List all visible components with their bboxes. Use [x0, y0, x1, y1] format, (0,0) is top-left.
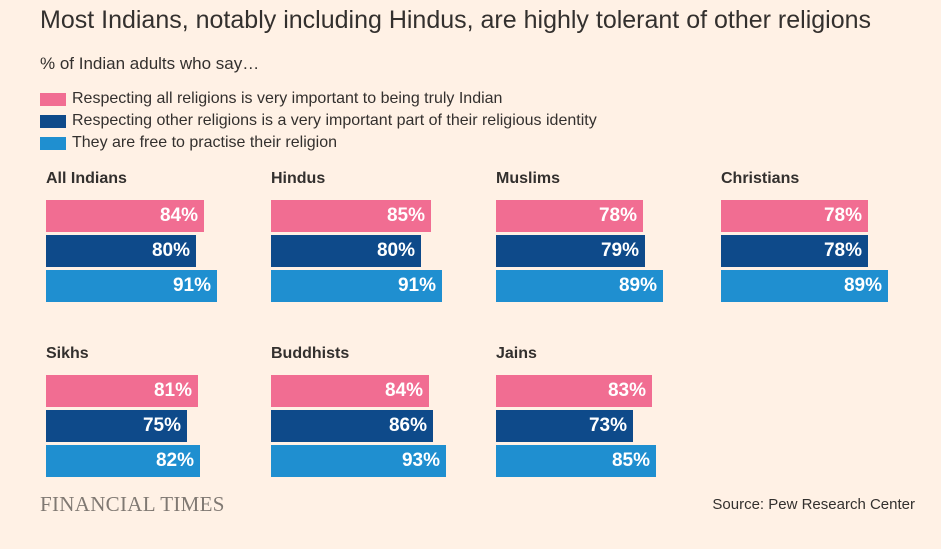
panel-jains: Jains 83% 73% 85%: [490, 345, 700, 480]
bar-sikhs-series-2: 75%: [46, 410, 187, 442]
panel-christians: Christians 78% 78% 89%: [715, 170, 925, 305]
bar-muslims-series-3: 89%: [496, 270, 663, 302]
bar-value-label: 81%: [153, 380, 192, 401]
bar-all-indians-series-1: 84%: [46, 200, 204, 232]
bar-hindus-series-2: 80%: [271, 235, 421, 267]
legend-label-respect-all: Respecting all religions is very importa…: [72, 90, 503, 107]
bar-value-label: 78%: [823, 205, 862, 226]
bar-value-label: 80%: [151, 240, 190, 261]
bar-sikhs-series-1: 81%: [46, 375, 198, 407]
bar-value-label: 85%: [386, 205, 425, 226]
bar-value-label: 89%: [843, 275, 882, 296]
bar-value-label: 80%: [376, 240, 415, 261]
legend-item-respect-other: Respecting other religions is a very imp…: [40, 110, 597, 132]
bar-muslims-series-1: 78%: [496, 200, 643, 232]
bar-value-label: 91%: [172, 275, 211, 296]
bar-jains-series-1: 83%: [496, 375, 652, 407]
legend-swatch-respect-all: [40, 92, 66, 106]
bar-sikhs-series-3: 82%: [46, 445, 200, 477]
bar-value-label: 85%: [611, 450, 650, 471]
panel-title-christians: Christians: [721, 170, 800, 187]
legend-item-free-to-practise: They are free to practise their religion: [40, 132, 597, 154]
bar-all-indians-series-3: 91%: [46, 270, 217, 302]
bar-christians-series-2: 78%: [721, 235, 868, 267]
legend-label-free-to-practise: They are free to practise their religion: [72, 134, 338, 151]
bar-value-label: 75%: [142, 415, 181, 436]
panel-muslims: Muslims 78% 79% 89%: [490, 170, 700, 305]
bar-value-label: 83%: [607, 380, 646, 401]
bar-value-label: 84%: [384, 380, 423, 401]
panel-title-muslims: Muslims: [496, 170, 561, 187]
bar-hindus-series-3: 91%: [271, 270, 442, 302]
bar-value-label: 84%: [159, 205, 198, 226]
bar-christians-series-3: 89%: [721, 270, 888, 302]
bar-value-label: 93%: [401, 450, 440, 471]
legend: Respecting all religions is very importa…: [40, 88, 597, 154]
panel-title-buddhists: Buddhists: [271, 345, 350, 362]
bar-muslims-series-2: 79%: [496, 235, 645, 267]
panel-title-sikhs: Sikhs: [46, 345, 89, 362]
bar-hindus-series-1: 85%: [271, 200, 431, 232]
bar-jains-series-3: 85%: [496, 445, 656, 477]
bar-value-label: 89%: [618, 275, 657, 296]
bar-christians-series-1: 78%: [721, 200, 868, 232]
bar-value-label: 78%: [823, 240, 862, 261]
panel-title-hindus: Hindus: [271, 170, 326, 187]
legend-swatch-respect-other: [40, 114, 66, 128]
bar-buddhists-series-2: 86%: [271, 410, 433, 442]
legend-item-respect-all: Respecting all religions is very importa…: [40, 88, 597, 110]
source-note: Source: Pew Research Center: [712, 496, 915, 513]
chart-title: Most Indians, notably including Hindus, …: [40, 6, 872, 34]
panel-title-jains: Jains: [496, 345, 537, 362]
panel-buddhists: Buddhists 84% 86% 93%: [265, 345, 475, 480]
panel-sikhs: Sikhs 81% 75% 82%: [40, 345, 250, 480]
bar-value-label: 79%: [600, 240, 639, 261]
panel-all-indians: All Indians 84% 80% 91%: [40, 170, 250, 305]
financial-times-logo: FINANCIAL TIMES: [40, 492, 225, 516]
bar-value-label: 82%: [155, 450, 194, 471]
chart-subtitle: % of Indian adults who say…: [40, 54, 260, 73]
bar-all-indians-series-2: 80%: [46, 235, 196, 267]
bar-value-label: 78%: [598, 205, 637, 226]
bar-buddhists-series-1: 84%: [271, 375, 429, 407]
bar-buddhists-series-3: 93%: [271, 445, 446, 477]
bar-jains-series-2: 73%: [496, 410, 633, 442]
bar-value-label: 86%: [388, 415, 427, 436]
legend-swatch-free-to-practise: [40, 136, 66, 150]
panel-hindus: Hindus 85% 80% 91%: [265, 170, 475, 305]
bar-value-label: 91%: [397, 275, 436, 296]
legend-label-respect-other: Respecting other religions is a very imp…: [72, 112, 597, 129]
bar-value-label: 73%: [588, 415, 627, 436]
panel-title-all-indians: All Indians: [46, 170, 127, 187]
